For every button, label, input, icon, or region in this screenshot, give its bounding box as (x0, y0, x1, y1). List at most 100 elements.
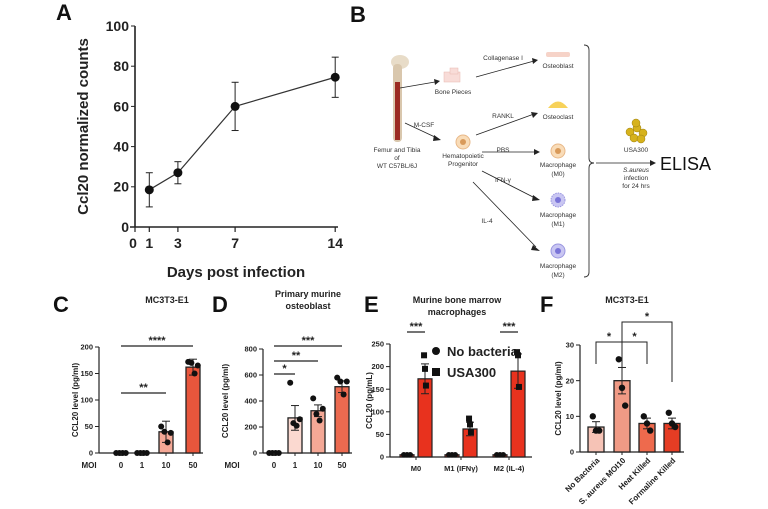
x-tick-label: Formaline Killed (627, 456, 677, 506)
m2-label-1: Macrophage (540, 263, 577, 270)
x-tick-label: 0 (272, 461, 277, 470)
collagenase-label: Collagenase I (483, 55, 523, 62)
legend-marker-circle (432, 347, 440, 355)
data-point (618, 384, 626, 391)
x-tick-label: M2 (IL-4) (494, 464, 525, 473)
y-tick-label: 0 (121, 219, 129, 235)
m2-label-2: (M2) (551, 272, 564, 279)
x-tick-label: 1 (140, 461, 145, 470)
data-point (158, 423, 165, 430)
significance-stars: * (282, 363, 287, 375)
panel-label-c: C (53, 292, 69, 317)
y-tick-label: 200 (371, 362, 384, 371)
data-point (615, 356, 622, 363)
y-tick-label: 0 (253, 449, 257, 458)
y-axis-label: CCL20 level (pg/ml) (221, 364, 230, 439)
progenitor-label-1: Hematopoietic (442, 153, 484, 160)
data-point (407, 451, 414, 458)
x-tick-label: 3 (174, 235, 182, 251)
x-tick-label: 0 (119, 461, 124, 470)
data-point (467, 429, 474, 436)
legend-label: No bacteria (447, 344, 519, 359)
legend-marker-square (432, 368, 440, 376)
data-point (421, 352, 428, 359)
y-tick-label: 20 (113, 179, 129, 195)
x-tick-label: 7 (231, 235, 239, 251)
osteoclast-label: Osteoclast (543, 114, 574, 121)
data-point (343, 378, 350, 385)
data-point (337, 378, 344, 385)
data-point (144, 185, 154, 195)
x-tick-label: 14 (327, 235, 343, 251)
data-point (164, 439, 171, 446)
data-point (422, 382, 429, 389)
elisa-label: ELISA (660, 154, 711, 174)
data-point (340, 391, 347, 398)
chart-title: osteoblast (285, 301, 330, 311)
panel-e-grouped-bar-chart: Murine bone marrow macrophages 0 50 100 150 20… (365, 295, 532, 473)
y-tick-label: 80 (113, 58, 129, 74)
significance-stars: ** (292, 350, 301, 362)
data-point (319, 405, 326, 412)
m0-label-1: Macrophage (540, 162, 577, 169)
data-point (173, 168, 183, 178)
bar (185, 366, 201, 454)
y-tick-label: 600 (244, 371, 257, 380)
data-point (287, 379, 294, 386)
progenitor-label-2: Progenitor (448, 161, 479, 168)
osteoclast-icon (548, 101, 568, 108)
significance-stars: ** (139, 382, 148, 394)
source-label-2: of (394, 155, 400, 162)
y-tick-label: 100 (371, 407, 384, 416)
data-point (330, 72, 340, 82)
data-point (161, 428, 168, 435)
data-point (672, 423, 679, 431)
significance-stars: *** (302, 335, 316, 347)
significance-stars: **** (148, 335, 166, 347)
data-point (622, 402, 629, 409)
panel-d-bar-chart: Primary murine osteoblast 0 200 400 600 800 CCL… (221, 289, 352, 470)
x-tick-label: M0 (411, 464, 421, 473)
legend-label: USA300 (447, 365, 496, 380)
y-tick-label: 200 (80, 343, 93, 352)
bacteria-cluster-icon (625, 118, 648, 144)
significance-stars: *** (410, 321, 424, 333)
y-tick-label: 150 (80, 369, 93, 378)
y-tick-label: 60 (113, 98, 129, 114)
x-tick-label: 0 (129, 235, 137, 251)
y-tick-label: 100 (106, 18, 130, 34)
bone-pieces-icon (443, 67, 461, 83)
data-point (316, 417, 323, 424)
m0-label-2: (M0) (551, 171, 564, 178)
infection-label-2: infection (624, 175, 649, 182)
y-axis-label: CCL20 level (pg/ml) (554, 361, 563, 436)
infection-label-3: for 24 hrs (622, 183, 650, 190)
data-point (466, 415, 473, 422)
data-point (589, 413, 596, 420)
significance-bracket (621, 321, 673, 382)
chart-title: Murine bone marrow (413, 295, 503, 305)
bacteria-label: USA300 (624, 147, 649, 154)
data-point (167, 429, 174, 436)
panel-label-d: D (212, 292, 228, 317)
panel-label-f: F (540, 292, 553, 317)
chart-title: MC3T3-E1 (145, 295, 189, 305)
x-tick-label: 10 (314, 461, 323, 470)
ifn-label: IFN-γ (495, 177, 512, 184)
significance-stars: * (645, 311, 650, 323)
y-axis-label: CCL20 (pg/mL) (365, 372, 374, 429)
series-line (148, 76, 336, 191)
osteoblast-label: Osteoblast (542, 63, 573, 70)
source-label-1: Femur and Tibia (374, 147, 421, 154)
data-point (514, 349, 521, 356)
m1-label-1: Macrophage (540, 212, 577, 219)
data-point (275, 450, 282, 456)
data-point (643, 420, 651, 427)
data-point (310, 395, 317, 402)
x-axis-label: Days post infection (167, 264, 305, 281)
panel-label-b: B (350, 2, 366, 27)
panel-label-e: E (364, 292, 379, 317)
y-tick-label: 50 (85, 422, 93, 431)
